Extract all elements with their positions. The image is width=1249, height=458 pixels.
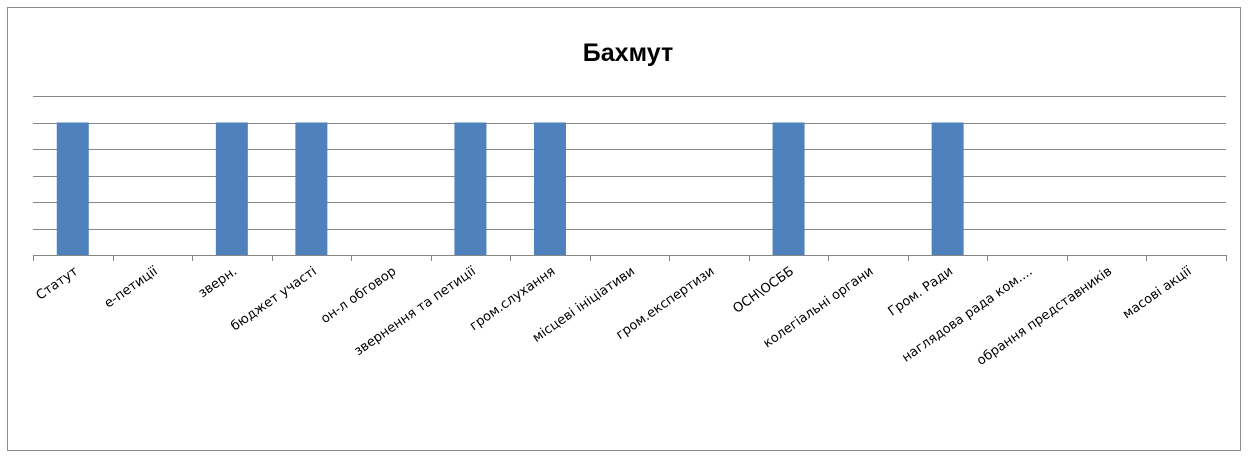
x-tick-label: е-петиції bbox=[102, 264, 161, 312]
bar bbox=[295, 122, 328, 255]
bar bbox=[931, 122, 964, 255]
x-tick-label: масові акції bbox=[1120, 264, 1195, 322]
bar bbox=[215, 122, 248, 255]
bar bbox=[454, 122, 487, 255]
gridlines bbox=[33, 96, 1226, 230]
bar bbox=[56, 122, 89, 255]
x-tick-label: Гром. Ради bbox=[886, 264, 956, 320]
chart-title: Бахмут bbox=[583, 39, 673, 67]
x-tick-label: зверн. bbox=[196, 264, 240, 301]
bar bbox=[772, 122, 805, 255]
x-tick-label: он-л обговор bbox=[318, 264, 399, 327]
x-axis bbox=[33, 255, 1227, 261]
x-tick-label: бюджет участі bbox=[228, 264, 319, 334]
bar bbox=[533, 122, 566, 255]
x-tick-label: наглядова рада ком.... bbox=[899, 264, 1035, 366]
x-tick-label: обрання представників bbox=[974, 264, 1115, 369]
bars bbox=[56, 122, 964, 255]
x-tick-label: Статут bbox=[34, 264, 82, 304]
x-tick-label: ОСН\ОСББ bbox=[730, 264, 796, 317]
